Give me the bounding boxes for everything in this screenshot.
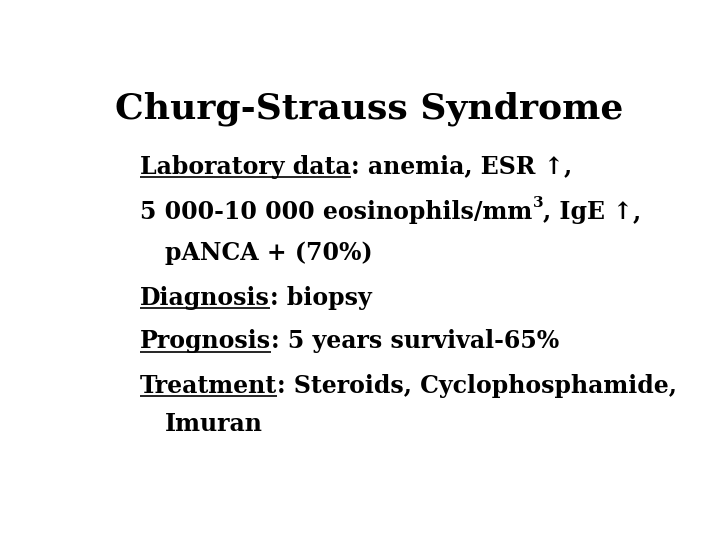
Text: ,: , [633, 200, 642, 225]
Text: : anemia, ESR: : anemia, ESR [351, 154, 544, 179]
Text: ↑: ↑ [613, 200, 633, 225]
Text: 3: 3 [533, 196, 543, 210]
Text: ↑: ↑ [544, 154, 563, 179]
Text: pANCA + (70%): pANCA + (70%) [166, 241, 373, 265]
Text: Laboratory data: Laboratory data [140, 154, 351, 179]
Text: , IgE: , IgE [543, 200, 613, 225]
Text: Prognosis: Prognosis [140, 329, 271, 353]
Text: ,: , [563, 154, 572, 179]
Text: : biopsy: : biopsy [270, 286, 372, 309]
Text: : Steroids, Cyclophosphamide,: : Steroids, Cyclophosphamide, [277, 374, 678, 398]
Text: Treatment: Treatment [140, 374, 277, 398]
Text: Imuran: Imuran [166, 413, 264, 436]
Text: : 5 years survival-65%: : 5 years survival-65% [271, 329, 559, 353]
Text: Churg-Strauss Syndrome: Churg-Strauss Syndrome [114, 91, 624, 126]
Text: 5 000-10 000 eosinophils/mm: 5 000-10 000 eosinophils/mm [140, 200, 533, 225]
Text: Diagnosis: Diagnosis [140, 286, 270, 309]
